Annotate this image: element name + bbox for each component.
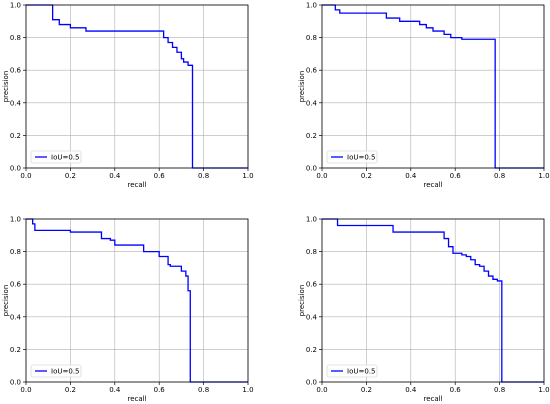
chart-panel-2: 0.0 0.2 0.4 0.6 0.8 1.0 0.0 0.2 0.4 0.6 0.8 1.0 reca… <box>298 2 550 190</box>
y-axis-label: precision <box>298 71 306 103</box>
x-axis-label: recall <box>127 181 146 189</box>
axes-frame <box>321 4 545 169</box>
y-tick-label: 0.4 <box>10 313 22 321</box>
series-line <box>322 4 544 169</box>
x-tick-label: 1.0 <box>242 172 253 180</box>
legend-box <box>30 150 82 164</box>
y-tick-label: 0.8 <box>306 34 317 42</box>
axes-frame <box>25 4 249 169</box>
x-tick-label: 0.0 <box>316 172 327 180</box>
legend-box <box>326 150 378 164</box>
y-tick-label: 0.4 <box>10 99 22 107</box>
y-tick-label: 0.8 <box>10 34 21 42</box>
plot-area <box>322 219 544 382</box>
x-axis-label: recall <box>127 395 146 403</box>
x-tick-label: 0.2 <box>361 386 372 394</box>
x-tick-label: 0.8 <box>494 386 505 394</box>
x-tick-label: 0.8 <box>494 172 505 180</box>
plot-area <box>322 5 544 168</box>
x-axis-label: recall <box>423 395 442 403</box>
x-tick-label: 0.2 <box>65 172 76 180</box>
legend: IoU=0.5 <box>326 150 378 164</box>
series-line <box>322 218 544 383</box>
y-tick-label: 0.8 <box>10 248 21 256</box>
series-line <box>26 4 248 169</box>
legend: IoU=0.5 <box>326 364 378 378</box>
x-tick-label: 0.0 <box>20 172 31 180</box>
axes-frame <box>25 218 249 383</box>
y-tick-label: 0.0 <box>306 379 317 387</box>
chart-panel-4: 0.0 0.2 0.4 0.6 0.8 1.0 0.0 0.2 0.4 0.6 0.8 1.0 reca… <box>298 216 550 404</box>
axes-frame <box>321 218 545 383</box>
x-tick-label: 1.0 <box>242 386 253 394</box>
x-tick-label: 0.2 <box>65 386 76 394</box>
y-tick-label: 0.2 <box>10 346 21 354</box>
y-tick-label: 0.2 <box>10 132 21 140</box>
y-tick-label: 1.0 <box>306 216 317 224</box>
x-tick-label: 0.8 <box>198 386 209 394</box>
x-tick-label: 0.6 <box>154 172 166 180</box>
y-tick-label: 0.6 <box>10 281 22 289</box>
legend-box <box>30 364 82 378</box>
y-tick-label: 0.0 <box>10 379 21 387</box>
legend-label: IoU=0.5 <box>347 368 375 376</box>
legend: IoU=0.5 <box>30 150 82 164</box>
plot-area <box>26 219 248 382</box>
y-tick-label: 0.2 <box>306 346 317 354</box>
legend-label: IoU=0.5 <box>51 368 79 376</box>
x-tick-label: 0.6 <box>450 172 462 180</box>
y-tick-label: 0.0 <box>10 165 21 173</box>
chart-panel-1: 0.0 0.2 0.4 0.6 0.8 1.0 0.0 0.2 0.4 0.6 0.8 1.0 reca… <box>2 2 254 190</box>
y-tick-label: 0.0 <box>306 165 317 173</box>
x-axis-label: recall <box>423 181 442 189</box>
x-tick-label: 0.6 <box>450 386 462 394</box>
x-tick-label: 0.0 <box>316 386 327 394</box>
x-tick-label: 0.4 <box>109 386 121 394</box>
y-tick-label: 0.4 <box>306 99 318 107</box>
legend-box <box>326 364 378 378</box>
legend-label: IoU=0.5 <box>51 154 79 162</box>
y-axis-label: precision <box>2 285 10 317</box>
x-tick-label: 1.0 <box>538 172 549 180</box>
x-tick-label: 0.4 <box>405 386 417 394</box>
x-tick-label: 1.0 <box>538 386 549 394</box>
x-tick-label: 0.4 <box>109 172 121 180</box>
y-axis-label: precision <box>298 285 306 317</box>
y-tick-label: 0.6 <box>10 67 22 75</box>
y-tick-label: 0.4 <box>306 313 318 321</box>
y-tick-label: 0.2 <box>306 132 317 140</box>
chart-panel-3: 0.0 0.2 0.4 0.6 0.8 1.0 0.0 0.2 0.4 0.6 0.8 1.0 reca… <box>2 216 254 404</box>
x-tick-label: 0.0 <box>20 386 31 394</box>
y-tick-label: 1.0 <box>10 2 21 10</box>
x-tick-label: 0.4 <box>405 172 417 180</box>
x-tick-label: 0.2 <box>361 172 372 180</box>
y-tick-label: 0.6 <box>306 67 318 75</box>
x-tick-label: 0.8 <box>198 172 209 180</box>
legend: IoU=0.5 <box>30 364 82 378</box>
x-tick-label: 0.6 <box>154 386 166 394</box>
y-tick-label: 1.0 <box>10 216 21 224</box>
plot-area <box>26 5 248 168</box>
y-tick-label: 1.0 <box>306 2 317 10</box>
y-tick-label: 0.6 <box>306 281 318 289</box>
y-axis-label: precision <box>2 71 10 103</box>
y-tick-label: 0.8 <box>306 248 317 256</box>
series-line <box>26 218 248 383</box>
legend-label: IoU=0.5 <box>347 154 375 162</box>
